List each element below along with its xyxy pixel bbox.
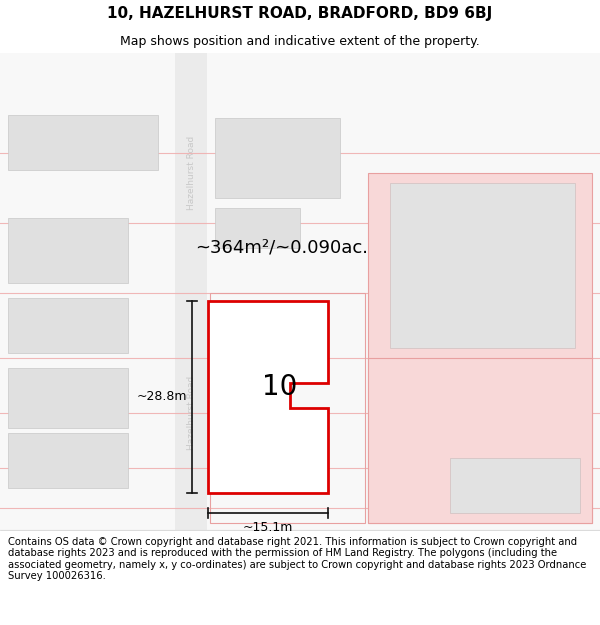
Bar xyxy=(175,53,207,530)
Text: ~28.8m: ~28.8m xyxy=(137,391,187,404)
Text: Map shows position and indicative extent of the property.: Map shows position and indicative extent… xyxy=(120,35,480,48)
Bar xyxy=(8,368,128,428)
Bar xyxy=(215,208,300,248)
Bar xyxy=(8,298,128,353)
Text: 10, HAZELHURST ROAD, BRADFORD, BD9 6BJ: 10, HAZELHURST ROAD, BRADFORD, BD9 6BJ xyxy=(107,6,493,21)
Text: 10: 10 xyxy=(262,373,298,401)
Text: Hazelhurst Road: Hazelhurst Road xyxy=(187,136,196,210)
Polygon shape xyxy=(368,173,592,523)
Text: ~364m²/~0.090ac.: ~364m²/~0.090ac. xyxy=(195,239,368,257)
Bar xyxy=(8,433,128,488)
Bar xyxy=(8,218,128,283)
Text: ~15.1m: ~15.1m xyxy=(243,521,293,534)
Polygon shape xyxy=(208,301,328,493)
Bar xyxy=(390,183,575,348)
Bar xyxy=(450,458,580,513)
Bar xyxy=(215,118,340,198)
Text: Hazelhurst Road: Hazelhurst Road xyxy=(187,376,196,450)
Polygon shape xyxy=(368,358,592,523)
Bar xyxy=(8,115,158,170)
Text: Contains OS data © Crown copyright and database right 2021. This information is : Contains OS data © Crown copyright and d… xyxy=(8,537,586,581)
